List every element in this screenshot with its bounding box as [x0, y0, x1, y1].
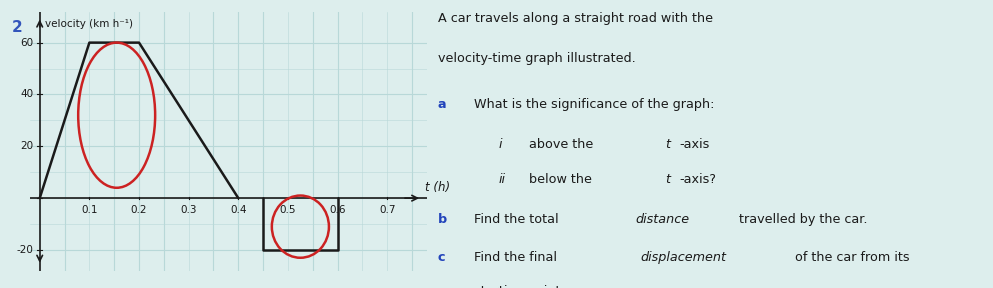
Text: -axis: -axis [679, 138, 710, 151]
Text: a: a [438, 98, 446, 111]
Text: 2: 2 [12, 20, 23, 35]
Text: travelled by the car.: travelled by the car. [735, 213, 868, 226]
Text: 60: 60 [21, 38, 34, 48]
Text: i: i [498, 138, 502, 151]
Text: -axis?: -axis? [679, 173, 716, 186]
Text: Find the final: Find the final [474, 251, 561, 264]
Text: 0.1: 0.1 [81, 204, 97, 215]
Text: velocity (km h⁻¹): velocity (km h⁻¹) [45, 19, 133, 29]
Text: A car travels along a straight road with the: A car travels along a straight road with… [438, 12, 713, 24]
Text: c: c [438, 251, 445, 264]
Text: above the: above the [529, 138, 598, 151]
Text: -20: -20 [17, 245, 34, 255]
Text: t (h): t (h) [425, 181, 450, 194]
Text: 0.4: 0.4 [230, 204, 246, 215]
Text: What is the significance of the graph:: What is the significance of the graph: [474, 98, 714, 111]
Text: 0.5: 0.5 [280, 204, 296, 215]
Text: below the: below the [529, 173, 596, 186]
Text: 40: 40 [21, 90, 34, 99]
Text: 0.7: 0.7 [379, 204, 395, 215]
Text: b: b [438, 213, 447, 226]
Text: starting point.: starting point. [474, 285, 564, 288]
Text: Find the total: Find the total [474, 213, 562, 226]
Text: t: t [665, 138, 670, 151]
Text: 20: 20 [21, 141, 34, 151]
Text: ii: ii [498, 173, 505, 186]
Text: t: t [665, 173, 670, 186]
Text: distance: distance [635, 213, 689, 226]
Text: of the car from its: of the car from its [790, 251, 910, 264]
Text: displacement: displacement [640, 251, 727, 264]
Text: 0.6: 0.6 [330, 204, 346, 215]
Text: velocity-time graph illustrated.: velocity-time graph illustrated. [438, 52, 636, 65]
Text: 0.3: 0.3 [181, 204, 197, 215]
Text: 0.2: 0.2 [131, 204, 147, 215]
